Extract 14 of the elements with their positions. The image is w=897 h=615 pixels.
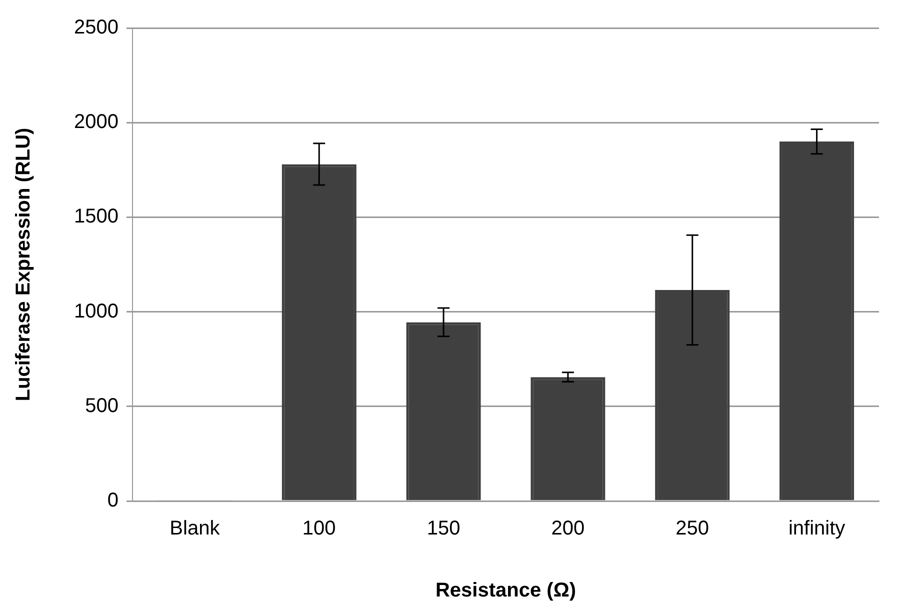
y-tick-label: 1500 — [74, 206, 118, 228]
x-tick-label: infinity — [788, 518, 846, 540]
y-axis-title: Luciferase Expression (RLU) — [12, 128, 35, 402]
x-tick-label: 150 — [426, 518, 460, 540]
x-tick-label: 100 — [302, 518, 336, 540]
y-tick-label: 2000 — [74, 111, 118, 134]
x-tick-label: Blank — [170, 518, 221, 540]
y-tick-label: 2500 — [74, 16, 118, 39]
x-axis-title: Resistance (Ω) — [435, 580, 576, 602]
x-tick-label: 200 — [551, 518, 585, 540]
y-tick-label: 0 — [107, 490, 118, 512]
x-tick-label: 250 — [676, 518, 710, 540]
y-tick-label: 1000 — [74, 300, 118, 322]
y-tick-label: 500 — [85, 394, 118, 417]
